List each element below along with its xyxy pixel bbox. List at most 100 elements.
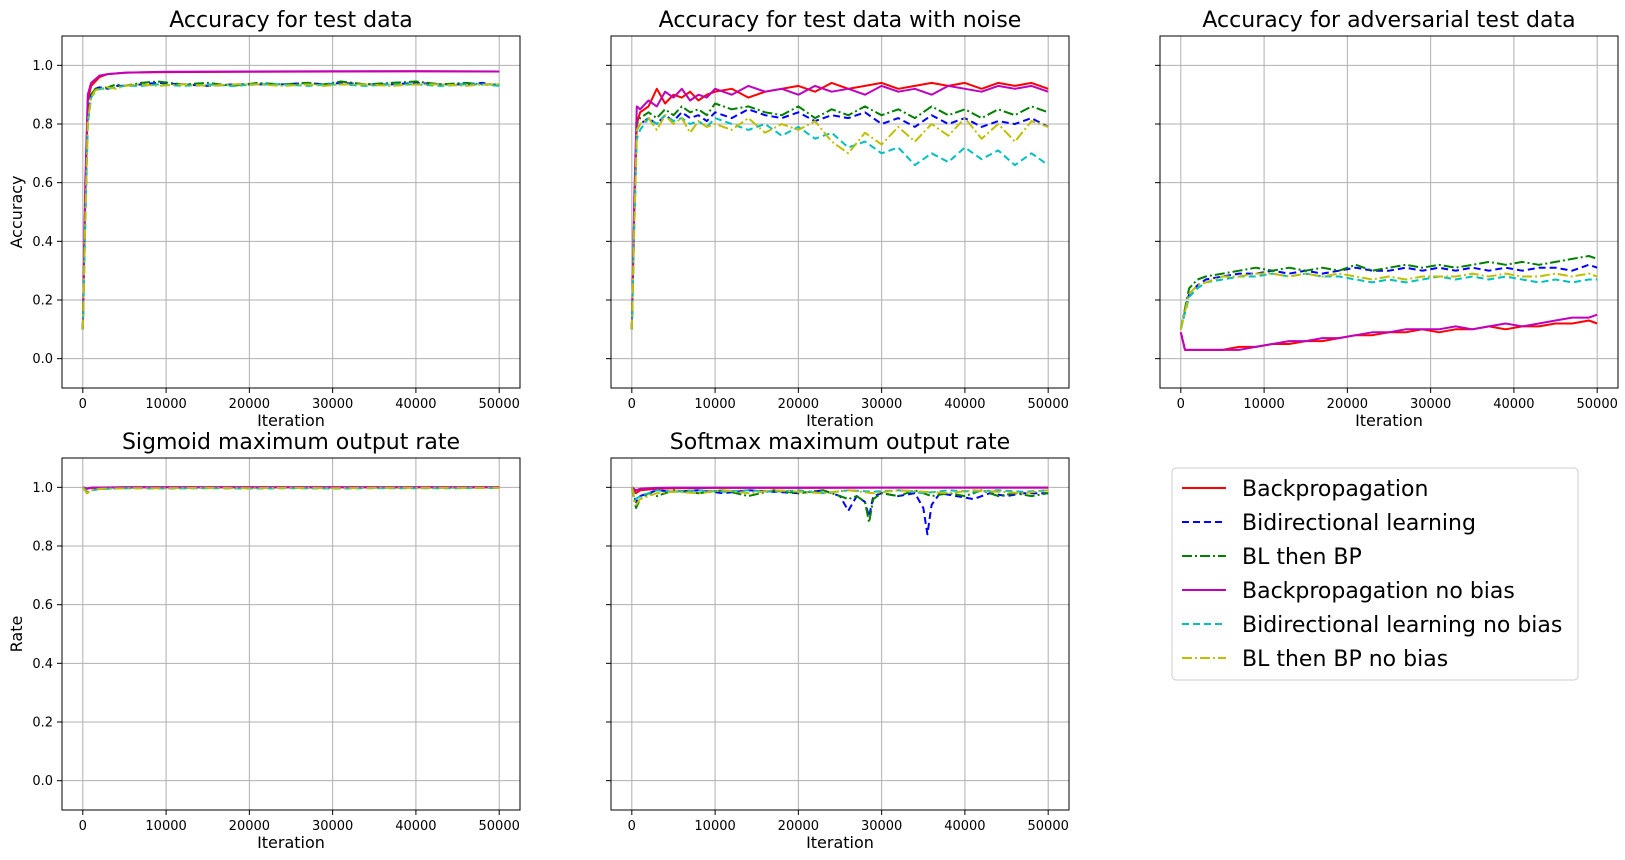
x-tick-label: 20000 <box>778 397 819 412</box>
y-tick-label: 0.6 <box>32 176 53 191</box>
chart-title: Accuracy for test data with noise <box>659 8 1022 33</box>
series-group <box>81 70 500 330</box>
panel-sigmoid-rate: 0 10000 20000 30000 40000 50000 0.0 0.2 0.4 0.6 0.… <box>7 430 521 852</box>
y-tick-label: 0.8 <box>32 540 53 555</box>
x-tick-label: 30000 <box>312 397 353 412</box>
legend-label: Bidirectional learning <box>1242 511 1476 536</box>
series-line-4 <box>1179 272 1598 330</box>
x-tick-label: 30000 <box>861 397 902 412</box>
series-line-4 <box>630 486 1049 501</box>
x-tick-label: 10000 <box>145 397 186 412</box>
y-tick-label: 0.4 <box>32 235 53 250</box>
series-group <box>1179 255 1598 351</box>
chart-title: Accuracy for adversarial test data <box>1202 8 1575 33</box>
legend-box <box>1171 467 1579 681</box>
x-tick-label: 10000 <box>694 819 735 834</box>
series-line-5 <box>630 487 1049 506</box>
series-line-1 <box>1179 263 1598 330</box>
legend-label: Backpropagation no bias <box>1242 579 1515 604</box>
x-tick-label: 50000 <box>479 397 520 412</box>
chart-title: Sigmoid maximum output rate <box>122 430 460 455</box>
series-line-3 <box>631 486 1049 492</box>
y-tick-label: 0.8 <box>32 118 53 133</box>
y-tick-label: 0.0 <box>32 774 53 789</box>
y-tick-label: 0.2 <box>32 716 53 731</box>
legend-label: BL then BP no bias <box>1242 647 1448 672</box>
panel-acc-adv: 0 10000 20000 30000 40000 50000 Accuracy for a… <box>1155 8 1619 430</box>
x-tick-label: 50000 <box>1028 397 1069 412</box>
x-tick-label: 0 <box>1177 397 1185 412</box>
series-group <box>630 486 1049 536</box>
series-line-3 <box>630 84 1049 330</box>
x-tick-label: 20000 <box>229 397 270 412</box>
y-tick-label: 1.0 <box>32 481 53 496</box>
panel-acc-noise: 0 10000 20000 30000 40000 50000 Accuracy for t… <box>606 8 1070 430</box>
x-tick-label: 40000 <box>395 819 436 834</box>
series-line-5 <box>1179 272 1598 330</box>
x-axis-label: Iteration <box>1355 411 1423 430</box>
x-tick-label: 10000 <box>145 819 186 834</box>
y-tick-label: 0.4 <box>32 657 53 672</box>
x-axis-label: Iteration <box>806 833 874 852</box>
series-line-0 <box>81 70 500 330</box>
y-axis-label: Rate <box>7 616 26 653</box>
series-line-0 <box>1179 319 1598 351</box>
x-axis-label: Iteration <box>257 411 325 430</box>
x-tick-label: 10000 <box>1243 397 1284 412</box>
series-line-0 <box>630 81 1049 330</box>
series-line-2 <box>630 102 1049 330</box>
series-line-4 <box>630 114 1049 330</box>
series-line-5 <box>630 114 1049 330</box>
x-tick-label: 30000 <box>312 819 353 834</box>
legend-label: BL then BP <box>1242 545 1362 570</box>
x-tick-label: 20000 <box>778 819 819 834</box>
x-tick-label: 20000 <box>229 819 270 834</box>
x-tick-label: 40000 <box>395 397 436 412</box>
panel-acc-test: 0 10000 20000 30000 40000 50000 0.0 0.2 0.4 0.6 0.… <box>7 8 521 430</box>
y-tick-label: 0.6 <box>32 598 53 613</box>
series-line-1 <box>630 108 1049 330</box>
series-group <box>630 81 1049 330</box>
series-line-5 <box>81 486 500 495</box>
x-tick-label: 40000 <box>1493 397 1534 412</box>
chart-title: Accuracy for test data <box>169 8 412 33</box>
axes-frame <box>1159 35 1619 389</box>
y-tick-label: 0.0 <box>32 352 53 367</box>
axes-frame <box>61 457 521 811</box>
x-tick-label: 30000 <box>861 819 902 834</box>
series-line-4 <box>81 83 500 330</box>
series-line-2 <box>1179 255 1598 330</box>
series-group <box>81 486 500 495</box>
x-axis-label: Iteration <box>257 833 325 852</box>
x-tick-label: 20000 <box>1327 397 1368 412</box>
y-tick-label: 1.0 <box>32 59 53 74</box>
legend-label: Backpropagation <box>1242 477 1428 502</box>
y-axis-label: Accuracy <box>7 175 26 248</box>
x-tick-label: 40000 <box>944 397 985 412</box>
legend-label: Bidirectional learning no bias <box>1242 613 1562 638</box>
axes-frame <box>610 457 1070 811</box>
series-line-3 <box>1179 313 1598 351</box>
legend: Backpropagation Bidirectional learning BL … <box>1171 467 1579 681</box>
x-tick-label: 0 <box>79 397 87 412</box>
series-line-3 <box>81 70 500 330</box>
axes-frame <box>610 35 1070 389</box>
series-line-5 <box>81 83 500 330</box>
panel-softmax-rate: 0 10000 20000 30000 40000 50000 Softmax maximu… <box>606 430 1070 852</box>
x-tick-label: 50000 <box>479 819 520 834</box>
series-line-1 <box>81 81 500 330</box>
series-line-1 <box>630 487 1049 536</box>
x-tick-label: 0 <box>79 819 87 834</box>
x-tick-label: 30000 <box>1410 397 1451 412</box>
x-tick-label: 50000 <box>1577 397 1618 412</box>
axes-frame <box>61 35 521 389</box>
x-tick-label: 40000 <box>944 819 985 834</box>
chart-title: Softmax maximum output rate <box>670 430 1010 455</box>
x-axis-label: Iteration <box>806 411 874 430</box>
x-tick-label: 50000 <box>1028 819 1069 834</box>
x-tick-label: 0 <box>628 819 636 834</box>
x-tick-label: 10000 <box>694 397 735 412</box>
y-tick-label: 0.2 <box>32 294 53 309</box>
series-line-2 <box>81 80 500 330</box>
